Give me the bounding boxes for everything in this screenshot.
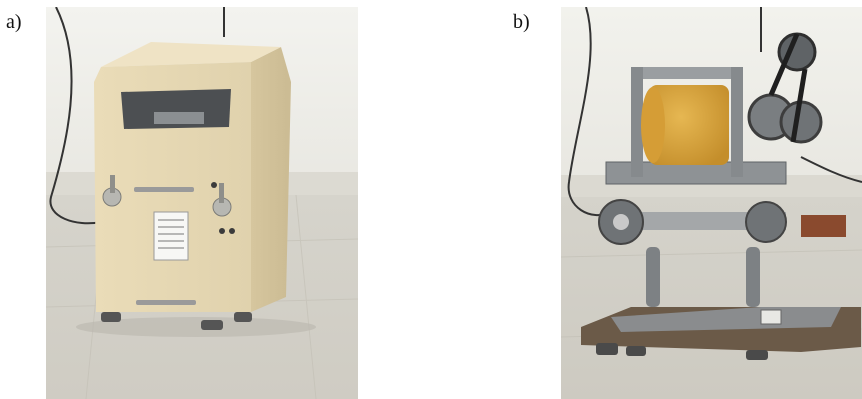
switch-box xyxy=(760,309,782,325)
shadow xyxy=(76,317,316,337)
power-cable xyxy=(567,7,612,217)
window-inner-part xyxy=(154,112,204,124)
panel-label-b: b) xyxy=(513,11,530,33)
motor-cable xyxy=(800,156,862,183)
right-gear xyxy=(745,201,787,243)
front-handle xyxy=(134,187,194,192)
closed-machine-illustration xyxy=(46,7,358,399)
open-machine-photo xyxy=(561,7,862,399)
indicator-dot xyxy=(211,182,217,188)
main-shaft xyxy=(616,212,786,230)
right-post xyxy=(731,67,743,177)
base-frame xyxy=(611,307,841,332)
springs xyxy=(646,247,760,307)
yellow-drum xyxy=(649,85,729,165)
closed-machine-photo xyxy=(46,7,358,399)
open-machine-illustration xyxy=(561,7,862,399)
left-post xyxy=(631,67,643,177)
power-cable xyxy=(49,7,102,225)
right-latch xyxy=(219,183,224,203)
switch-dot-2 xyxy=(229,228,235,234)
bottom-handle xyxy=(136,300,196,305)
label-plate-lines xyxy=(158,219,184,249)
label-plate xyxy=(153,211,189,261)
machine-feet xyxy=(101,312,252,330)
left-gear-hub xyxy=(613,214,629,230)
housing-side xyxy=(251,47,291,312)
left-latch xyxy=(110,175,115,193)
machine-feet xyxy=(596,343,768,360)
drive-belt xyxy=(768,33,808,143)
panel-label-a: a) xyxy=(6,11,22,33)
drum-end xyxy=(641,87,665,163)
switch-dot-1 xyxy=(219,228,225,234)
housing-top xyxy=(101,42,281,67)
brown-block xyxy=(801,215,846,237)
top-bar xyxy=(636,67,736,79)
